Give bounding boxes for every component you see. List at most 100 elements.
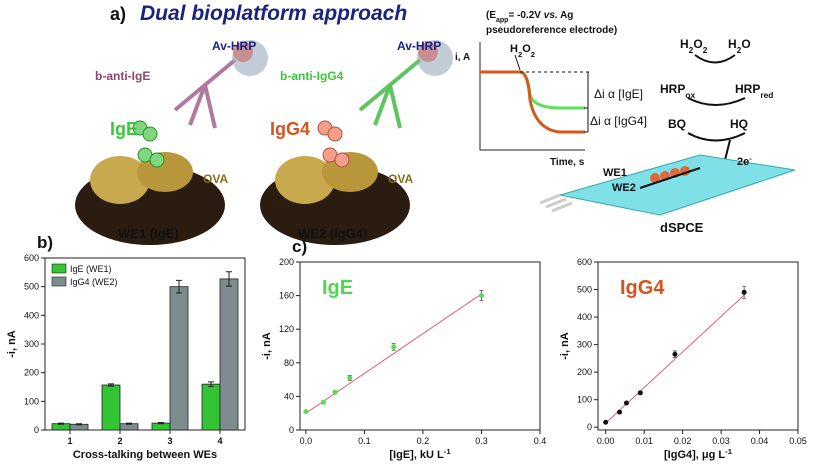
y-tick-label: 200 [279,257,294,267]
error-bar [176,279,182,294]
legend-swatch [51,263,67,274]
scheme-label: HRPox [660,82,695,100]
point [603,419,609,425]
text-part: HQ [730,117,748,131]
bar [169,286,189,431]
annotation: IgG4 [620,277,665,299]
y-tick-label: 100 [577,395,592,405]
text-part: 2 [689,45,694,55]
text-part: H [510,43,518,55]
point [391,344,397,350]
x-tick-label: 0.03 [712,436,730,446]
text-part: 2 [518,50,522,59]
electrode-label: WE1 (IgE) [118,226,179,241]
y-tick-label: 0 [34,425,39,435]
protein-label: OVA [203,172,228,186]
enzyme-label: Av-HRP [212,39,256,53]
protein-label: OVA [388,172,413,186]
x-tick-label: 0.1 [358,436,371,446]
text-part: app [496,17,508,24]
text-part: HRP [735,82,760,96]
bar [219,278,239,431]
y-tick-label: 500 [24,282,39,292]
x-axis-label: Cross-talking between WEs [73,449,217,461]
y-tick-label: 300 [24,339,39,349]
text-part: HRP [660,82,685,96]
y-tick-label: 400 [24,310,39,320]
point [303,409,309,415]
antibody-label: b-anti-IgE [95,69,150,83]
bar [101,384,121,431]
device-label: dSPCE [660,220,704,235]
y-tick-label: 200 [24,368,39,378]
enzyme-label: Av-HRP [397,39,441,53]
x-tick-label: 2 [117,436,122,446]
electrode-label: WE1 [603,167,627,179]
point [332,389,338,395]
y-tick-label: 200 [577,367,592,377]
error-bar [58,422,64,425]
point [741,289,747,295]
text-part: = -0.2V [508,10,543,21]
y-tick-label: 100 [24,396,39,406]
x-tick-label: 0.0 [300,436,313,446]
x-tick-label: 0.02 [674,436,692,446]
text-part: BQ [668,117,686,131]
x-tick-label: 0.05 [789,436,807,446]
x-axis-label: [IgE], kU L-1 [389,447,451,462]
bar [201,383,221,431]
y-tick-label: 400 [577,312,592,322]
point [320,399,326,405]
labels: a) Dual bioplatform approach b-anti-IgE … [95,2,704,241]
error-bar [226,271,232,287]
annotation: Δi α [IgG4] [590,114,647,128]
text-part: 2 [737,45,742,55]
plot-frame [299,261,541,431]
scheme-label: H2O [728,37,751,55]
point [347,375,353,381]
axis-label: i, A [455,52,470,63]
text-part: ox [685,90,695,100]
x-tick-label: 3 [167,436,172,446]
x-tick-label: 0.00 [597,436,615,446]
text-part: H [728,37,737,51]
error-bar [158,422,164,425]
scheme-label: H2O2 [510,43,535,59]
point [672,351,678,357]
point [637,390,643,396]
analyte-label: IgE [110,119,138,139]
y-tick-label: 600 [577,257,592,267]
x-tick-label: 0.4 [534,436,547,446]
annotation: Δi α [IgE] [594,87,643,101]
text-part: 2e [737,156,749,168]
scheme-label: HQ [730,117,748,131]
electrode-label: WE2 [612,182,636,194]
scheme-label: 2e- [737,154,752,169]
text-part: red [760,90,773,100]
fit-line [305,293,482,414]
text-part: - [749,154,752,163]
analyte-label: IgG4 [270,119,310,139]
x-tick-label: 0.01 [635,436,653,446]
scheme-label: BQ [668,117,686,131]
illustration [75,40,796,245]
y-axis-label: -i, nA [261,332,273,360]
y-tick-label: 160 [279,291,294,301]
scheme-label: (Eapp= -0.2V vs. Ag [486,10,573,24]
y-tick-label: 300 [577,340,592,350]
x-tick-label: 0.04 [751,436,769,446]
scheme-label: pseudoreference electrode) [486,25,617,36]
y-tick-label: 80 [284,358,294,368]
y-tick-label: 120 [279,324,294,334]
scheme-label: H2O2 [680,37,708,55]
text-part: 2 [703,45,708,55]
text-part: pseudoreference electrode) [486,25,617,36]
text-part: -1 [444,447,452,456]
scheme-label: HRPred [735,82,773,100]
panel-label: b) [37,233,53,252]
panel-label: c) [292,237,307,256]
axis-label: Time, s [550,157,585,168]
text-part: Ag [558,10,574,21]
x-tick-label: 0.2 [417,436,430,446]
